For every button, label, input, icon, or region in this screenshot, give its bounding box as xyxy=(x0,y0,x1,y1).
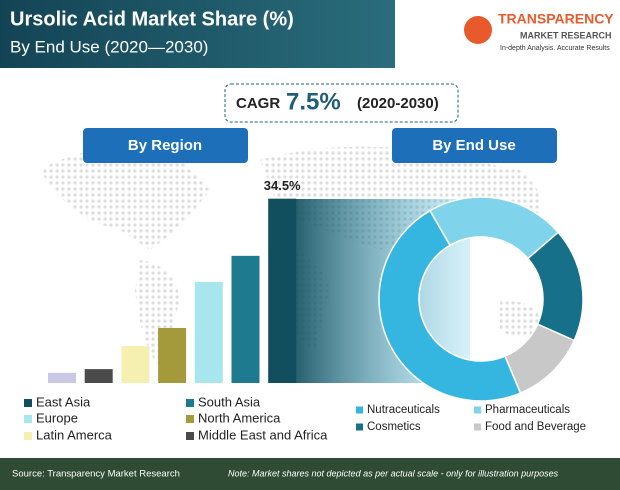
legend-label: East Asia xyxy=(36,394,91,409)
legend-label: Europe xyxy=(36,410,78,425)
bar xyxy=(48,372,76,383)
legend-swatch xyxy=(24,399,32,407)
bar xyxy=(194,282,223,383)
bar xyxy=(231,255,260,383)
legend-label: Latin Amerca xyxy=(36,427,113,442)
legend-swatch xyxy=(186,415,194,423)
region-button xyxy=(83,128,248,163)
region-title: By Region xyxy=(128,137,202,154)
bar xyxy=(268,198,297,383)
cagr-label: CAGR xyxy=(236,95,280,112)
cagr-value: 7.5% xyxy=(286,88,341,115)
logo-name: TRANSPARENCY xyxy=(498,11,614,27)
value-label: 34.5% xyxy=(264,178,301,193)
source: Source: Transparency Market Research xyxy=(12,469,180,480)
legend-label: Middle East and Africa xyxy=(198,427,328,442)
footer-band xyxy=(0,458,620,490)
logo-line2: MARKET RESEARCH xyxy=(520,30,612,40)
bar xyxy=(84,369,113,383)
legend-swatch xyxy=(356,406,363,414)
header-band xyxy=(0,0,395,68)
legend-swatch xyxy=(474,423,481,431)
donut-slice xyxy=(378,209,522,402)
legend-label: North America xyxy=(198,410,281,425)
legend-label: Cosmetics xyxy=(367,421,421,433)
donut-slice xyxy=(504,323,576,395)
legend-label: Food and Beverage xyxy=(485,421,586,433)
enduse-title: By End Use xyxy=(432,137,515,154)
cagr-box xyxy=(224,83,459,123)
logo-tagline: In-depth Analysis. Accurate Results xyxy=(500,45,610,52)
bar xyxy=(158,327,187,383)
logo: TRANSPARENCY MARKET RESEARCH In-depth An… xyxy=(464,11,614,52)
logo-icon xyxy=(464,16,492,44)
legend-swatch xyxy=(24,415,32,423)
legend-swatch xyxy=(356,423,363,431)
cagr-period: (2020-2030) xyxy=(357,95,439,112)
note: Note: Market shares not depicted as per … xyxy=(228,468,559,478)
enduse-button xyxy=(392,128,557,163)
legend-swatch xyxy=(24,432,32,440)
legend-label: South Asia xyxy=(198,394,261,409)
legend-swatch xyxy=(186,399,194,407)
legend-label: Pharmaceuticals xyxy=(485,404,570,416)
legend-swatch xyxy=(474,406,481,414)
legend-swatch xyxy=(186,432,194,440)
bar xyxy=(121,346,150,383)
title: Ursolic Acid Market Share (%) xyxy=(10,8,294,30)
subtitle: By End Use (2020—2030) xyxy=(10,37,208,56)
legend-label: Nutraceuticals xyxy=(367,404,440,416)
